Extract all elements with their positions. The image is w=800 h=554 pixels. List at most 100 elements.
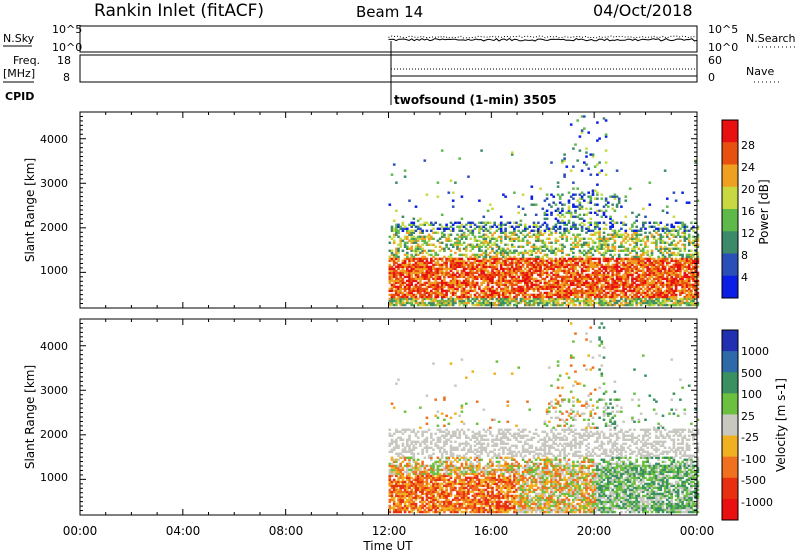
range-gate-cell	[622, 275, 625, 279]
range-gate-cell	[534, 251, 538, 255]
range-gate-cell	[473, 255, 477, 259]
range-gate-cell	[392, 446, 396, 449]
range-gate-cell	[486, 281, 490, 285]
range-gate-cell	[556, 295, 560, 299]
range-gate-cell	[685, 295, 689, 299]
range-gate-cell	[539, 291, 542, 295]
range-gate-cell	[580, 197, 584, 200]
range-gate-cell	[558, 275, 562, 279]
range-gate-cell	[392, 472, 396, 476]
range-gate-cell	[563, 297, 566, 301]
range-gate-cell	[432, 488, 435, 492]
range-gate-cell	[631, 259, 634, 263]
range-gate-cell	[414, 480, 418, 484]
range-gate-cell	[445, 271, 448, 275]
range-gate-cell	[447, 271, 451, 275]
range-gate-cell	[510, 285, 514, 289]
range-gate-cell	[576, 159, 579, 162]
range-gate-cell	[462, 233, 466, 236]
range-gate-cell	[670, 285, 673, 289]
range-gate-cell	[650, 299, 654, 303]
range-gate-cell	[652, 303, 656, 307]
range-gate-cell	[403, 285, 407, 289]
range-gate-cell	[534, 297, 538, 301]
range-gate-cell	[690, 277, 693, 281]
range-gate-cell	[438, 458, 442, 461]
range-gate-cell	[661, 235, 665, 238]
range-gate-cell	[478, 231, 481, 234]
range-gate-cell	[611, 269, 614, 273]
range-gate-cell	[681, 259, 684, 263]
range-gate-cell	[486, 299, 490, 303]
range-gate-cell	[504, 275, 507, 279]
range-gate-cell	[401, 482, 405, 486]
range-gate-cell	[499, 253, 503, 257]
range-gate-cell	[635, 293, 638, 297]
range-gate-cell	[685, 293, 689, 297]
range-gate-cell	[499, 297, 503, 301]
range-gate-cell	[414, 474, 418, 478]
range-gate-cell	[469, 243, 472, 246]
range-gate-cell	[676, 267, 680, 271]
range-gate-cell	[403, 227, 407, 230]
range-gate-cell	[449, 259, 453, 263]
range-gate-cell	[687, 263, 691, 267]
range-gate-cell	[480, 275, 483, 279]
range-gate-cell	[696, 239, 700, 242]
range-gate-cell	[639, 273, 643, 277]
range-gate-cell	[604, 281, 608, 285]
range-gate-cell	[432, 227, 435, 230]
range-gate-cell	[652, 269, 656, 273]
range-gate-cell	[421, 500, 424, 504]
range-gate-cell	[465, 293, 468, 297]
range-gate-cell	[556, 259, 560, 263]
range-gate-cell	[425, 241, 429, 244]
power-cbar-label: Power [dB]	[757, 179, 771, 244]
range-gate-cell	[543, 253, 547, 257]
range-gate-cell	[517, 259, 520, 263]
range-gate-cell	[521, 273, 525, 277]
range-gate-cell	[674, 265, 678, 269]
range-gate-cell	[661, 295, 665, 299]
range-gate-cell	[445, 227, 448, 230]
range-gate-cell	[633, 271, 636, 275]
range-gate-cell	[478, 303, 481, 307]
range-gate-cell	[432, 484, 435, 488]
range-gate-cell	[554, 293, 558, 297]
range-gate-cell	[637, 289, 641, 293]
range-gate-cell	[569, 291, 573, 295]
range-gate-cell	[443, 510, 446, 514]
range-gate-cell	[696, 233, 700, 236]
range-gate-cell	[642, 301, 645, 305]
range-gate-cell	[528, 257, 531, 261]
range-gate-cell	[674, 259, 678, 263]
range-gate-cell	[687, 293, 691, 297]
range-gate-cell	[469, 271, 472, 275]
range-gate-cell	[657, 293, 660, 297]
range-gate-cell	[403, 470, 407, 474]
range-gate-cell	[510, 269, 514, 273]
range-gate-cell	[635, 275, 638, 279]
range-gate-cell	[388, 494, 392, 498]
range-gate-cell	[543, 279, 547, 283]
range-gate-cell	[489, 301, 492, 305]
range-gate-cell	[545, 245, 549, 248]
range-gate-cell	[416, 289, 420, 293]
range-gate-cell	[652, 273, 656, 277]
range-gate-cell	[565, 297, 569, 301]
range-gate-cell	[408, 484, 411, 488]
range-gate-cell	[596, 281, 599, 285]
range-gate-cell	[628, 267, 632, 271]
range-gate-cell	[401, 496, 405, 500]
range-gate-cell	[388, 281, 392, 285]
range-gate-cell	[528, 263, 531, 267]
range-gate-cell	[399, 241, 402, 244]
range-gate-cell	[679, 297, 682, 301]
range-gate-cell	[532, 249, 536, 252]
range-gate-cell	[633, 233, 636, 236]
range-gate-cell	[436, 482, 440, 486]
range-gate-cell	[670, 273, 673, 277]
range-gate-cell	[583, 289, 586, 293]
range-gate-cell	[692, 277, 695, 281]
range-gate-cell	[451, 199, 455, 202]
